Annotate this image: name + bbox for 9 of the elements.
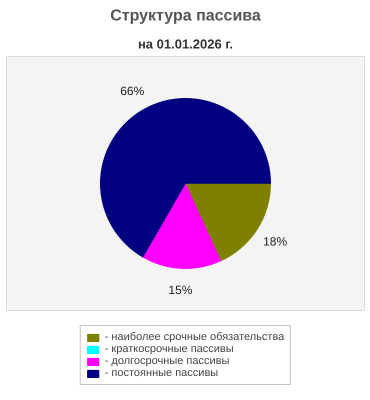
data-label: 18% xyxy=(263,234,288,248)
chart-title: Структура пассива xyxy=(110,8,261,24)
legend-label: - долгосрочные пассивы xyxy=(104,355,230,367)
legend-label: - наиболее срочные обязательства xyxy=(104,331,284,343)
data-label: 15% xyxy=(168,283,193,298)
legend-label: - постоянные пассивы xyxy=(104,367,218,379)
data-label: 66% xyxy=(120,84,145,98)
chart-subtitle: на 01.01.2026 г. xyxy=(138,36,234,52)
legend-label: - краткосрочные пассивы xyxy=(104,343,234,355)
